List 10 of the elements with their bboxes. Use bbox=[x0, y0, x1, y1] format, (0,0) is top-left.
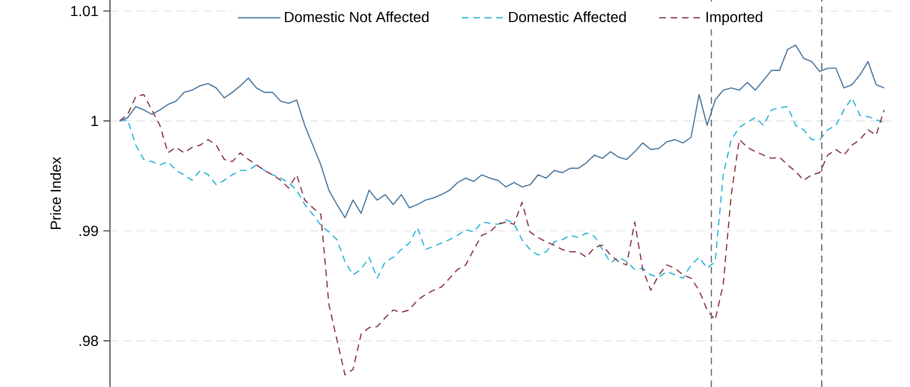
line-series bbox=[119, 94, 885, 376]
y-tick-label: 1 bbox=[92, 116, 98, 126]
legend-label: Domestic Not Affected bbox=[284, 11, 428, 22]
legend-label: Domestic Affected bbox=[509, 11, 626, 22]
legend-label: Imported bbox=[706, 11, 762, 26]
line-series bbox=[119, 44, 885, 218]
y-tick-label: .98 bbox=[80, 336, 98, 346]
y-axis-title: Price Index bbox=[50, 157, 61, 229]
y-tick-label: 1.01 bbox=[71, 6, 98, 16]
y-tick-label: .99 bbox=[80, 226, 98, 236]
